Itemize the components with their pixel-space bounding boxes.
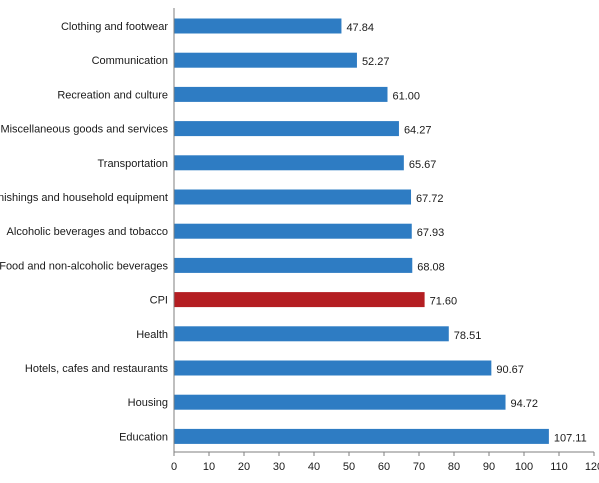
category-label-health: Health [136,329,168,341]
category-label-transportation: Transportation [97,158,168,170]
bar-hotels-cafes-and-restaurants [174,360,492,376]
x-tick-label-70: 70 [413,461,425,473]
value-label-cpi: 71.60 [430,296,458,308]
bar-alcoholic-beverages-and-tobacco [174,223,412,239]
x-tick-label-100: 100 [515,461,533,473]
value-label-food-and-non-alcoholic-beverages: 68.08 [417,261,445,273]
bar-transportation [174,155,404,171]
bar-food-and-non-alcoholic-beverages [174,257,413,273]
category-label-recreation-and-culture: Recreation and culture [57,89,168,101]
category-label-food-and-non-alcoholic-beverages: Food and non-alcoholic beverages [0,260,169,272]
category-label-miscellaneous-goods-and-services: Miscellaneous goods and services [0,124,168,136]
category-label-education: Education [119,431,168,443]
value-label-education: 107.11 [554,432,587,444]
x-tick-label-40: 40 [308,461,320,473]
category-label-clothing-and-footwear: Clothing and footwear [61,21,168,33]
x-tick-label-120: 120 [585,461,599,473]
x-tick-label-110: 110 [550,461,568,473]
bar-health [174,326,449,342]
bar-clothing-and-footwear [174,18,342,34]
category-label-furnishings-and-household-equipment: Furnishings and household equipment [0,192,168,204]
bars-group [174,18,549,444]
value-label-clothing-and-footwear: 47.84 [346,22,374,34]
bar-recreation-and-culture [174,86,388,102]
category-label-hotels-cafes-and-restaurants: Hotels, cafes and restaurants [25,363,169,375]
value-label-recreation-and-culture: 61.00 [393,90,421,102]
value-label-furnishings-and-household-equipment: 67.72 [416,193,444,205]
x-tick-label-20: 20 [238,461,250,473]
bar-cpi [174,292,425,308]
x-tick-label-0: 0 [171,461,177,473]
x-tick-label-30: 30 [273,461,285,473]
bar-miscellaneous-goods-and-services [174,121,399,137]
bar-communication [174,52,357,68]
x-tick-label-90: 90 [483,461,495,473]
bar-education [174,428,549,444]
x-tick-label-60: 60 [378,461,390,473]
value-label-housing: 94.72 [511,398,539,410]
value-labels-group: 47.84 52.27 61.00 64.27 65.67 67.72 67.93 68.08… [346,22,586,444]
value-label-miscellaneous-goods-and-services: 64.27 [404,125,432,137]
value-label-communication: 52.27 [362,56,390,68]
value-label-health: 78.51 [454,330,482,342]
value-label-alcoholic-beverages-and-tobacco: 67.93 [417,227,445,239]
category-label-housing: Housing [128,397,168,409]
category-label-communication: Communication [92,55,168,67]
category-label-cpi: CPI [150,295,168,307]
value-label-transportation: 65.67 [409,159,437,171]
x-tick-label-50: 50 [343,461,355,473]
category-label-alcoholic-beverages-and-tobacco: Alcoholic beverages and tobacco [7,226,168,238]
bar-housing [174,394,506,410]
bar-furnishings-and-household-equipment [174,189,412,205]
value-label-hotels-cafes-and-restaurants: 90.67 [496,364,524,376]
x-tick-label-10: 10 [203,461,215,473]
x-axis: 0 10 20 30 40 50 60 70 80 90 100 110 120 [171,8,599,473]
x-tick-label-80: 80 [448,461,460,473]
category-labels-group: Clothing and footwear Communication Recrea… [0,21,169,443]
